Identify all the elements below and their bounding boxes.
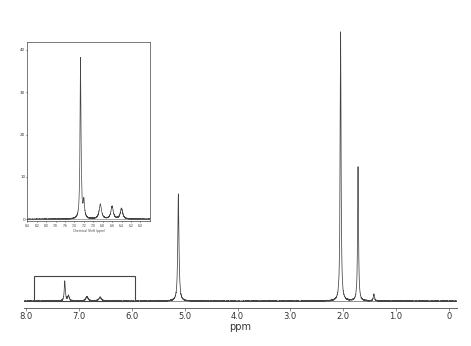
Bar [34, 276, 135, 301]
X-axis label: Chemical Shift (ppm): Chemical Shift (ppm) [73, 229, 105, 233]
X-axis label: ppm: ppm [229, 322, 251, 333]
